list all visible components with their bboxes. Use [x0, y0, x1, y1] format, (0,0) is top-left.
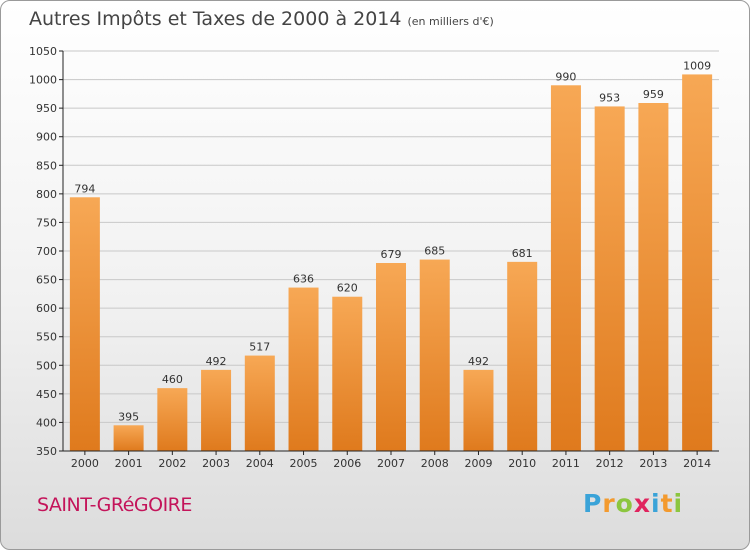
x-tick-label: 2011	[552, 457, 580, 470]
bar	[507, 261, 538, 451]
y-tick-label: 700	[36, 245, 57, 258]
x-tick-label: 2008	[421, 457, 449, 470]
y-tick-label: 1050	[29, 45, 57, 58]
proxiti-logo: Proxiti	[583, 489, 683, 518]
data-label: 990	[555, 70, 576, 83]
y-tick-label: 500	[36, 359, 57, 372]
data-label: 492	[468, 355, 489, 368]
data-label: 492	[206, 355, 227, 368]
x-tick-label: 2012	[596, 457, 624, 470]
bar	[594, 106, 625, 451]
x-tick-label: 2000	[71, 457, 99, 470]
x-tick-label: 2004	[246, 457, 274, 470]
x-tick-label: 2009	[464, 457, 492, 470]
x-tick-label: 2003	[202, 457, 230, 470]
data-label: 636	[293, 273, 314, 286]
logo-letter: r	[602, 489, 616, 518]
y-tick-label: 750	[36, 216, 57, 229]
bar	[157, 388, 188, 451]
data-label: 679	[381, 248, 402, 261]
bar	[638, 103, 669, 451]
logo-letter: t	[660, 489, 674, 518]
data-label: 460	[162, 373, 183, 386]
data-label: 953	[599, 91, 620, 104]
data-label: 395	[118, 410, 139, 423]
y-tick-label: 1000	[29, 74, 57, 87]
bar	[463, 369, 494, 451]
data-label: 681	[512, 247, 533, 260]
bar	[288, 287, 319, 451]
x-tick-label: 2007	[377, 457, 405, 470]
bar	[682, 74, 713, 451]
chart-title-text: Autres Impôts et Taxes de 2000 à 2014	[29, 8, 402, 30]
data-label: 517	[249, 341, 270, 354]
bar	[113, 425, 144, 451]
y-tick-label: 450	[36, 388, 57, 401]
bar	[550, 85, 581, 452]
y-tick-label: 800	[36, 188, 57, 201]
chart-title: Autres Impôts et Taxes de 2000 à 2014 (en…	[29, 8, 494, 30]
bar	[376, 263, 406, 451]
y-tick-label: 400	[36, 416, 57, 429]
logo-letter: x	[633, 489, 651, 518]
data-label: 794	[74, 182, 95, 195]
y-tick-label: 850	[36, 159, 57, 172]
x-tick-label: 2014	[683, 457, 711, 470]
bar	[69, 197, 100, 451]
y-tick-label: 900	[36, 131, 57, 144]
x-tick-label: 2010	[508, 457, 536, 470]
y-tick-label: 550	[36, 331, 57, 344]
y-tick-label: 950	[36, 102, 57, 115]
data-label: 959	[643, 88, 664, 101]
y-tick-label: 600	[36, 302, 57, 315]
town-name: SAINT-GRéGOIRE	[37, 494, 192, 516]
chart-unit: (en milliers d'€)	[407, 15, 494, 28]
y-tick-label: 650	[36, 274, 57, 287]
bar	[201, 369, 232, 451]
data-label: 620	[337, 282, 358, 295]
data-label: 685	[424, 245, 445, 258]
logo-letter: P	[583, 489, 603, 518]
x-tick-label: 2005	[290, 457, 318, 470]
bar	[244, 355, 275, 451]
logo-letter: i	[673, 489, 684, 518]
x-tick-label: 2013	[639, 457, 667, 470]
x-tick-label: 2001	[115, 457, 143, 470]
bar	[332, 296, 363, 451]
data-label: 1009	[683, 59, 711, 72]
x-tick-label: 2006	[333, 457, 361, 470]
x-tick-label: 2002	[158, 457, 186, 470]
y-tick-label: 350	[36, 445, 57, 458]
logo-letter: i	[651, 489, 661, 518]
bar	[419, 259, 450, 451]
logo-letter: o	[615, 489, 634, 518]
